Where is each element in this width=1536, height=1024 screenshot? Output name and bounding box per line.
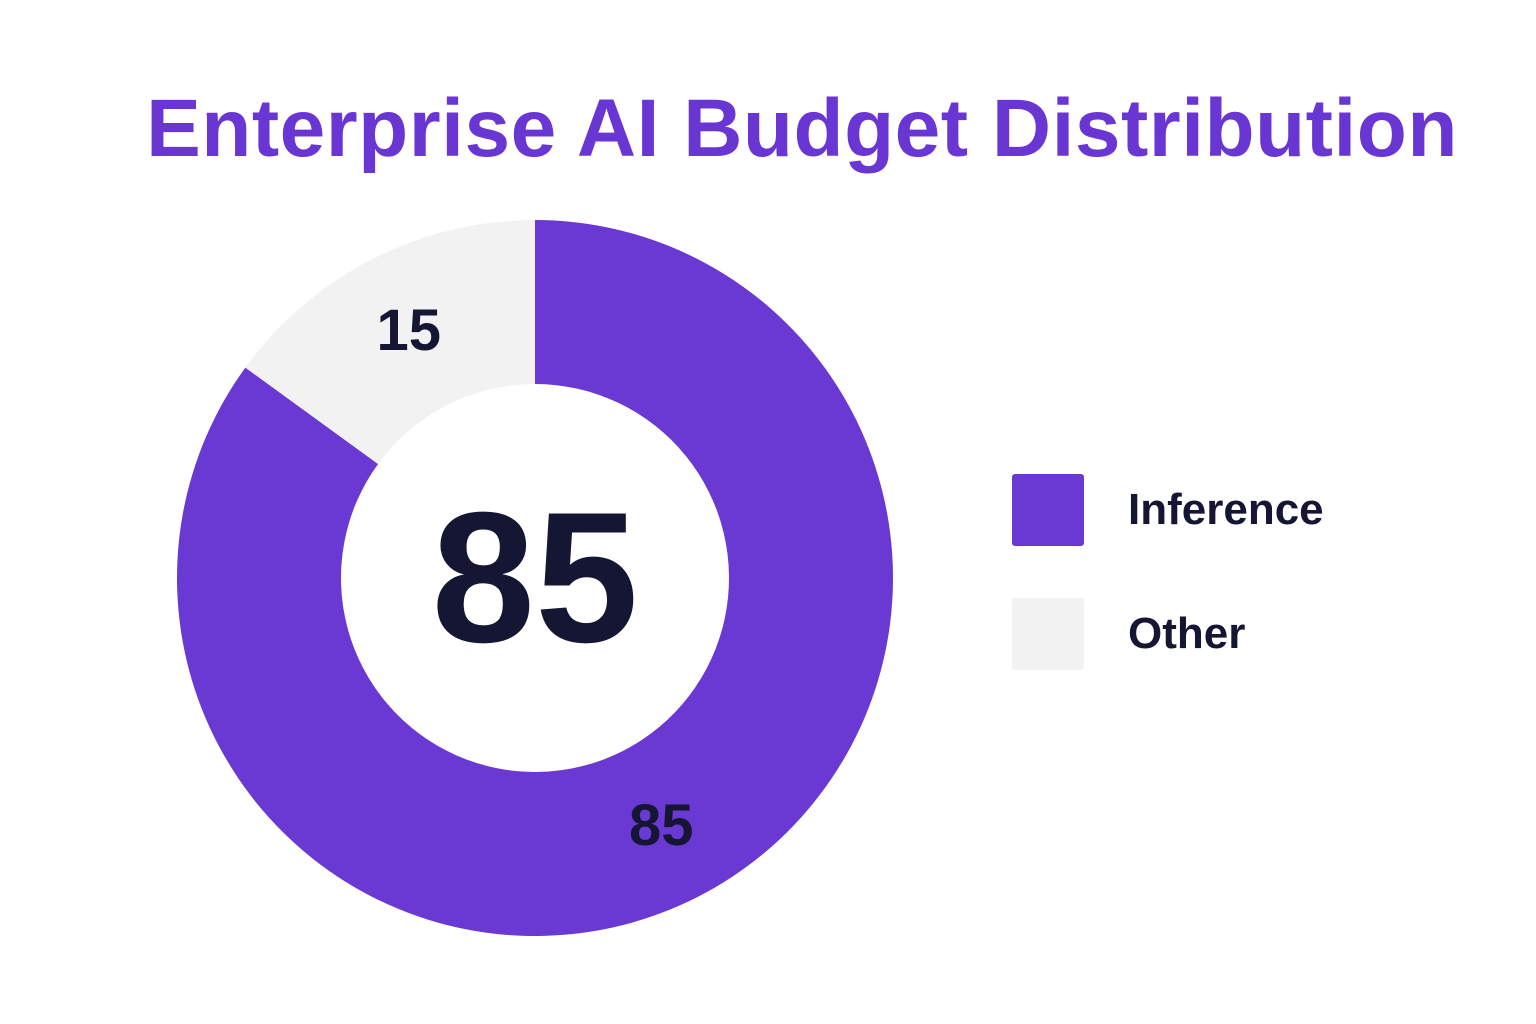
legend-swatch-inference — [1012, 474, 1084, 546]
legend-item-inference: Inference — [1012, 474, 1432, 548]
legend-label-other: Other — [1128, 609, 1246, 658]
donut-slice-other — [245, 220, 535, 464]
slice-labels: 85 15 — [377, 298, 694, 858]
donut-slices — [176, 220, 893, 936]
slice-label-other: 15 — [377, 298, 442, 363]
legend-item-other: Other — [1012, 598, 1432, 672]
slice-label-inference: 85 — [629, 793, 694, 858]
donut-slice-inference — [176, 220, 893, 936]
center-value-label: 85 — [432, 475, 639, 682]
legend-label-inference: Inference — [1128, 485, 1324, 534]
legend-swatch-other — [1012, 598, 1084, 670]
chart-title: Enterprise AI Budget Distribution — [146, 83, 1458, 174]
